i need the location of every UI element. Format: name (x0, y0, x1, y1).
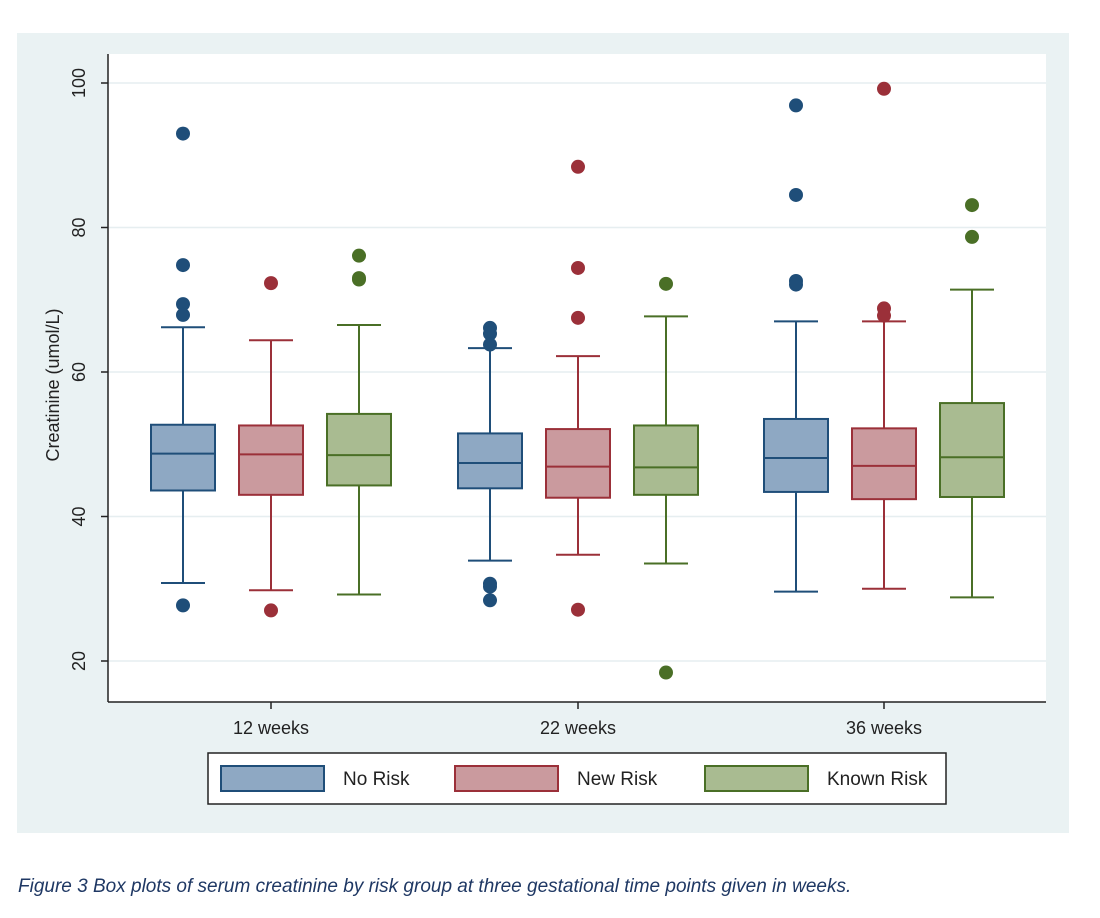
outlier-point (877, 81, 891, 96)
box-new-risk-2 (851, 81, 917, 590)
outlier-point (264, 603, 278, 618)
outlier-point (659, 276, 673, 291)
iqr-box (939, 402, 1005, 498)
y-tick-label: 100 (69, 68, 89, 98)
outlier-point (965, 198, 979, 213)
box-no-risk-1 (457, 320, 523, 608)
y-axis-title: Creatinine (umol/L) (43, 308, 63, 461)
box-new-risk-1 (545, 159, 611, 617)
iqr-box (326, 412, 392, 487)
box-known-risk-1 (633, 276, 699, 680)
legend-label: No Risk (343, 769, 410, 790)
outlier-point (352, 248, 366, 263)
chart-panel: 20 40 60 80 100 12 weeks 22 weeks 36 weeks Cre… (17, 33, 1069, 833)
outlier-point (176, 258, 190, 273)
boxes (150, 81, 1005, 680)
outlier-point (571, 602, 585, 617)
iqr-box (763, 417, 829, 493)
legend-label: New Risk (577, 769, 658, 790)
x-tick-label: 36 weeks (846, 718, 922, 738)
outlier-point (789, 277, 803, 292)
box-no-risk-0 (150, 126, 216, 613)
outlier-point (176, 297, 190, 312)
outlier-point (483, 593, 497, 608)
box-new-risk-0 (238, 276, 304, 618)
x-ticks: 12 weeks 22 weeks 36 weeks (233, 702, 922, 738)
outlier-point (571, 159, 585, 174)
figure-caption: Figure 3 Box plots of serum creatinine b… (18, 876, 852, 897)
iqr-box (150, 423, 216, 492)
y-tick-label: 60 (69, 362, 89, 382)
legend-item-no-risk: No Risk (220, 765, 410, 792)
outlier-point (176, 307, 190, 322)
outlier-point (877, 308, 891, 323)
iqr-box (633, 424, 699, 496)
outlier-point (483, 326, 497, 341)
outlier-point (176, 126, 190, 141)
x-tick-label: 22 weeks (540, 718, 616, 738)
outlier-point (659, 665, 673, 680)
legend-item-known-risk: Known Risk (704, 765, 928, 792)
y-ticks: 20 40 60 80 100 (69, 68, 108, 671)
outlier-point (789, 187, 803, 202)
box-known-risk-2 (939, 198, 1005, 599)
iqr-box (457, 432, 523, 490)
legend-label: Known Risk (827, 769, 928, 790)
iqr-box (851, 427, 917, 501)
outlier-point (176, 598, 190, 613)
outlier-point (789, 98, 803, 113)
y-tick-label: 80 (69, 217, 89, 237)
iqr-box (545, 428, 611, 499)
outlier-point (483, 337, 497, 352)
outlier-point (352, 272, 366, 287)
y-tick-label: 40 (69, 506, 89, 526)
legend-swatch (454, 765, 559, 792)
outlier-point (965, 229, 979, 244)
box-plot-chart: 20 40 60 80 100 12 weeks 22 weeks 36 weeks Cre… (43, 54, 1046, 805)
legend: No Risk New Risk Known Risk (207, 752, 947, 805)
y-tick-label: 20 (69, 651, 89, 671)
legend-swatch (220, 765, 325, 792)
outlier-point (264, 276, 278, 291)
box-known-risk-0 (326, 248, 392, 596)
legend-item-new-risk: New Risk (454, 765, 658, 792)
box-no-risk-2 (763, 98, 829, 593)
outlier-point (571, 310, 585, 325)
legend-box (207, 752, 947, 805)
outlier-point (483, 579, 497, 594)
outlier-point (571, 260, 585, 275)
iqr-box (238, 424, 304, 496)
x-tick-label: 12 weeks (233, 718, 309, 738)
legend-swatch (704, 765, 809, 792)
